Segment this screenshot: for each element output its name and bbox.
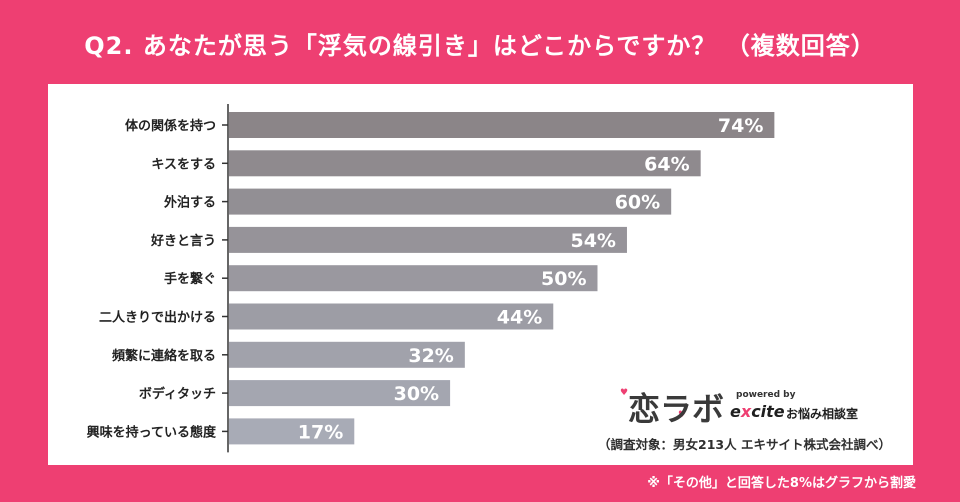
value-label: 54% xyxy=(570,230,615,252)
heart-icon: ♥ xyxy=(620,388,629,398)
bar xyxy=(229,226,627,253)
heart-icon: ♥ xyxy=(678,410,687,420)
category-label: 体の関係を持つ xyxy=(125,118,216,134)
category-label: キスをする xyxy=(151,157,216,172)
category-label: 好きと言う xyxy=(150,233,216,249)
category-label: 興味を持っている態度 xyxy=(87,424,217,440)
bar-chart: 体の関係を持つ 74% キスをする 64% 外泊する 60% 好きと言う 54% 手を繋ぐ 50%… xyxy=(87,104,775,453)
value-label: 60% xyxy=(615,192,660,214)
chart-panel: 体の関係を持つ 74% キスをする 64% 外泊する 60% 好きと言う 54% 手を繋ぐ 50%… xyxy=(48,84,913,465)
bar xyxy=(229,188,672,215)
value-label: 17% xyxy=(298,421,343,443)
category-label: 二人きりで出かける xyxy=(99,310,216,326)
chart-title: Q2. あなたが思う「浮気の線引き」はどこからですか？ （複数回答） xyxy=(84,32,876,60)
bar xyxy=(229,112,775,138)
value-label: 44% xyxy=(497,307,542,329)
logo-powered-by: powered by xyxy=(736,390,796,400)
bar xyxy=(229,150,701,177)
footnote: ※「その他」と回答した8%はグラフから割愛 xyxy=(647,476,916,491)
bar xyxy=(229,265,598,292)
value-label: 50% xyxy=(541,268,586,290)
bar xyxy=(229,341,465,368)
logo-name: 恋ラボ xyxy=(628,390,725,428)
koilabo-logo: ♥ ♥ 恋ラボ powered by excite お悩み相談室 xyxy=(620,384,890,429)
category-label: 手を繋ぐ xyxy=(164,271,216,287)
bar xyxy=(229,418,355,445)
category-label: ボディタッチ xyxy=(139,386,216,402)
category-label: 外泊する xyxy=(163,195,216,211)
bar xyxy=(229,380,451,407)
logo-brand: excite xyxy=(730,402,785,421)
bar xyxy=(229,303,554,330)
logo-subtitle: お悩み相談室 xyxy=(786,407,859,421)
value-label: 74% xyxy=(718,115,763,137)
value-label: 64% xyxy=(644,153,689,175)
survey-note: （調査対象：男女213人 エキサイト株式会社調べ） xyxy=(598,437,891,452)
value-label: 30% xyxy=(394,383,439,405)
category-label: 頻繁に連絡を取る xyxy=(112,348,216,364)
value-label: 32% xyxy=(408,345,453,367)
